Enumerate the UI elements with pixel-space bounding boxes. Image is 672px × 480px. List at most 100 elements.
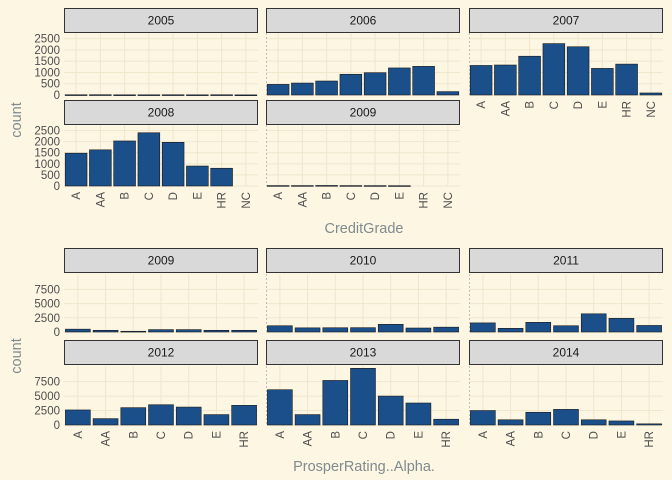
y-tick-label: 1000 <box>34 67 60 79</box>
y-tick-label: 0 <box>54 90 60 102</box>
x-tick-label: AA <box>303 431 315 447</box>
bar <box>553 325 579 333</box>
x-tick-label: B <box>525 101 537 109</box>
bar <box>210 167 233 187</box>
bar <box>92 418 119 426</box>
panel-background <box>266 125 460 186</box>
bar <box>436 91 460 96</box>
x-tick-label: B <box>322 192 334 200</box>
bar <box>92 329 119 333</box>
bar <box>231 405 257 426</box>
bar <box>350 327 376 333</box>
x-tick-label: AA <box>297 192 309 208</box>
bar <box>377 395 404 426</box>
bar <box>405 402 432 426</box>
x-tick-label: C <box>346 192 358 200</box>
bar <box>405 327 432 333</box>
bar <box>161 94 185 96</box>
y-tick-label: 5000 <box>34 391 60 403</box>
facet-strip-label: 2007 <box>553 14 580 28</box>
x-tick-label: B <box>128 431 140 439</box>
x-tick-label: D <box>589 431 601 439</box>
x-tick-label: D <box>184 431 196 439</box>
x-tick-label: B <box>330 431 342 439</box>
x-tick-label: A <box>478 431 490 439</box>
bar <box>148 329 174 333</box>
facet-strip <box>266 100 460 125</box>
bar <box>113 94 136 96</box>
facet-strip-label: 2011 <box>553 254 579 268</box>
x-tick-label: A <box>273 192 285 200</box>
bar <box>388 185 411 187</box>
bar <box>433 418 459 426</box>
bar <box>186 94 209 96</box>
y-tick-label: 2000 <box>34 137 60 149</box>
x-tick-label: E <box>192 192 204 200</box>
x-tick-label: A <box>476 101 488 109</box>
bar <box>315 80 338 96</box>
bar <box>494 64 517 96</box>
facet-strip <box>266 248 460 273</box>
y-tick-label: 0 <box>54 181 60 193</box>
bar <box>350 368 376 426</box>
bar <box>161 142 185 187</box>
facet-strip <box>64 8 258 33</box>
bar <box>175 406 202 426</box>
facet-strip-label: 2005 <box>148 14 175 28</box>
y-tick-label: 1000 <box>34 159 60 171</box>
bar <box>470 410 496 426</box>
facet-strip-label: 2009 <box>350 106 377 120</box>
facet-strip-label: 2012 <box>148 346 175 360</box>
prosper-rating-chart: ProsperRating..Alpha. count 2009 0 2500 500… <box>9 248 663 475</box>
x-tick-label: A <box>71 192 83 200</box>
bar <box>608 420 635 426</box>
x-tick-label: C <box>561 431 573 439</box>
y-tick-label: 2500 <box>34 406 60 418</box>
x-tick-label: HR <box>239 431 251 448</box>
facet-strip-label: 2006 <box>350 14 377 28</box>
facet-strip <box>64 340 258 365</box>
bar <box>267 325 293 333</box>
bar <box>542 43 566 96</box>
bar <box>580 419 607 426</box>
y-tick-label: 500 <box>41 79 60 91</box>
bar <box>65 328 91 333</box>
x-tick-label: HR <box>644 431 656 448</box>
bar <box>636 325 662 333</box>
x-tick-label: D <box>370 192 382 200</box>
x-tick-label: D <box>168 192 180 200</box>
bar <box>137 132 161 187</box>
bar <box>291 185 314 187</box>
bar <box>608 318 635 333</box>
x-tick-label: C <box>156 431 168 439</box>
x-tick-label: AA <box>101 431 113 447</box>
bar <box>518 55 541 96</box>
x-tick-label: D <box>386 431 398 439</box>
bar <box>322 380 349 426</box>
bar <box>294 414 321 426</box>
x-tick-label: HR <box>419 192 431 209</box>
bar <box>113 140 136 187</box>
bar <box>64 152 88 187</box>
facet-panel: 2006 <box>266 8 460 96</box>
bar <box>65 409 91 426</box>
bar <box>339 73 363 96</box>
x-tick-label: HR <box>217 192 229 209</box>
facet-strip <box>266 340 460 365</box>
bar <box>639 92 663 96</box>
bar <box>470 322 496 333</box>
bar <box>636 423 662 426</box>
credit-grade-chart: CreditGrade count 2005050010001500200025… <box>9 8 663 237</box>
x-tick-label: AA <box>95 192 107 208</box>
y-tick-label: 2500 <box>34 126 60 138</box>
bar <box>120 330 147 333</box>
bar <box>469 65 493 96</box>
y-axis-title: count <box>9 102 25 137</box>
bar <box>363 72 387 96</box>
